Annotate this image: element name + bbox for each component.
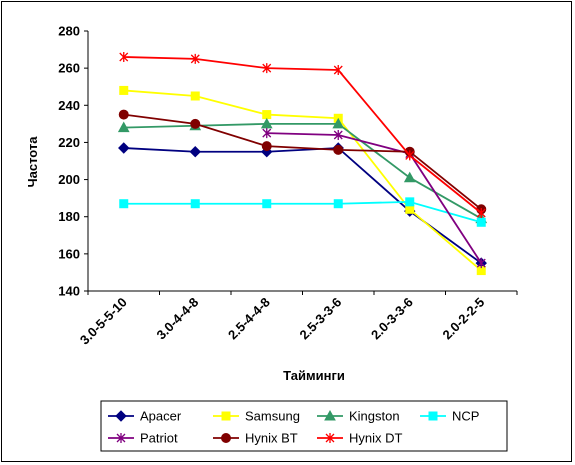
data-point-hynix-bt xyxy=(261,141,272,152)
series-patriot xyxy=(262,128,486,269)
series-ncp xyxy=(119,197,486,227)
data-point-hynix-dt xyxy=(190,53,200,64)
legend-item-patriot: Patriot xyxy=(108,431,178,446)
x-tick-label: 3.0-4-4-8 xyxy=(153,295,201,343)
legend-swatch-marker xyxy=(115,410,127,422)
legend-swatch-marker xyxy=(428,411,438,421)
data-point-apacer xyxy=(189,146,201,158)
data-point-ncp xyxy=(262,199,272,209)
data-point-hynix-bt xyxy=(333,144,344,155)
legend-swatch-marker xyxy=(221,411,231,421)
data-point-ncp xyxy=(405,197,415,207)
data-point-ncp xyxy=(333,199,343,209)
legend: Apacer Samsung Kingston NCP Patriot Hynix BT H… xyxy=(108,409,479,446)
legend-label: NCP xyxy=(452,409,479,424)
series-line-kingston xyxy=(123,122,482,220)
data-point-samsung xyxy=(405,204,415,214)
y-tick-label: 240 xyxy=(58,98,80,113)
star-marker-stroke xyxy=(405,150,415,161)
series-line-hynix-dt xyxy=(123,56,482,214)
legend-label: Hynix BT xyxy=(245,431,298,446)
star-marker-stroke xyxy=(119,52,129,62)
series-samsung xyxy=(119,85,486,276)
star-marker-stroke xyxy=(333,130,343,140)
legend-swatch-marker xyxy=(221,433,231,443)
data-point-kingston xyxy=(332,117,345,129)
y-tick-label: 140 xyxy=(58,284,80,299)
data-point-kingston xyxy=(260,117,273,129)
data-point-hynix-dt xyxy=(405,150,415,161)
series-line-patriot xyxy=(266,132,483,264)
plot-area: 140 160 180 200 220 240 260 280 3.0-5-5-10 3.0-4-… xyxy=(58,24,518,348)
data-point-ncp xyxy=(119,199,129,209)
star-marker-stroke xyxy=(262,128,272,139)
data-point-samsung xyxy=(262,110,272,120)
data-point-samsung xyxy=(119,85,129,95)
data-point-patriot xyxy=(333,130,343,140)
x-tick-label: 2.5-4-4-8 xyxy=(225,295,273,343)
data-point-ncp xyxy=(190,199,200,209)
star-marker-stroke xyxy=(325,433,335,443)
data-point-samsung xyxy=(190,91,200,101)
data-point-kingston xyxy=(117,121,130,133)
data-point-kingston xyxy=(403,171,416,183)
data-point-hynix-dt xyxy=(262,63,272,74)
series-line-hynix-bt xyxy=(123,113,482,210)
legend-item-apacer: Apacer xyxy=(108,409,182,424)
data-point-apacer xyxy=(118,142,130,154)
series-line-samsung xyxy=(123,89,482,272)
legend-swatch-marker xyxy=(324,409,336,421)
data-point-patriot xyxy=(476,258,486,269)
star-marker-stroke xyxy=(190,53,200,64)
legend-label: Apacer xyxy=(140,409,182,424)
data-point-ncp xyxy=(476,217,486,227)
legend-label: Samsung xyxy=(245,409,300,424)
data-point-patriot xyxy=(262,128,272,139)
data-point-hynix-dt xyxy=(333,65,343,75)
y-tick-label: 160 xyxy=(58,246,80,261)
series-apacer xyxy=(118,142,487,269)
legend-box xyxy=(100,400,508,452)
series-hynix-bt xyxy=(118,109,487,215)
star-marker-stroke xyxy=(476,208,486,218)
legend-label: Kingston xyxy=(349,409,400,424)
series-hynix-dt xyxy=(119,52,486,218)
star-marker-stroke xyxy=(333,65,343,75)
x-tick-label: 2.0-3-3-6 xyxy=(368,295,416,343)
legend-item-samsung: Samsung xyxy=(213,409,300,424)
star-marker-stroke xyxy=(262,63,272,74)
x-tick-label: 2.0-2-2-5 xyxy=(439,295,487,343)
y-tick-label: 280 xyxy=(58,24,80,39)
data-point-hynix-dt xyxy=(476,208,486,218)
star-marker-stroke xyxy=(476,258,486,269)
star-marker-stroke xyxy=(116,433,126,443)
x-axis-title: Тайминги xyxy=(283,368,345,383)
legend-item-hynix-dt: Hynix DT xyxy=(317,431,403,446)
legend-item-kingston: Kingston xyxy=(317,409,400,424)
legend-item-hynix-bt: Hynix BT xyxy=(213,431,298,446)
legend-swatch-marker xyxy=(325,433,335,443)
data-point-hynix-bt xyxy=(190,118,201,129)
series-line-ncp xyxy=(123,200,482,224)
x-tick-label: 3.0-5-5-10 xyxy=(77,295,130,348)
legend-label: Hynix DT xyxy=(349,431,403,446)
data-point-hynix-bt xyxy=(118,109,129,120)
x-tick-label: 2.5-3-3-6 xyxy=(296,295,344,343)
data-point-hynix-dt xyxy=(119,52,129,62)
y-tick-label: 200 xyxy=(58,172,80,187)
y-tick-label: 180 xyxy=(58,209,80,224)
legend-swatch-marker xyxy=(116,433,126,443)
legend-item-ncp: NCP xyxy=(420,409,479,424)
y-axis-title: Частота xyxy=(25,136,40,188)
y-tick-label: 220 xyxy=(58,135,80,150)
legend-label: Patriot xyxy=(140,431,178,446)
y-tick-label: 260 xyxy=(58,61,80,76)
